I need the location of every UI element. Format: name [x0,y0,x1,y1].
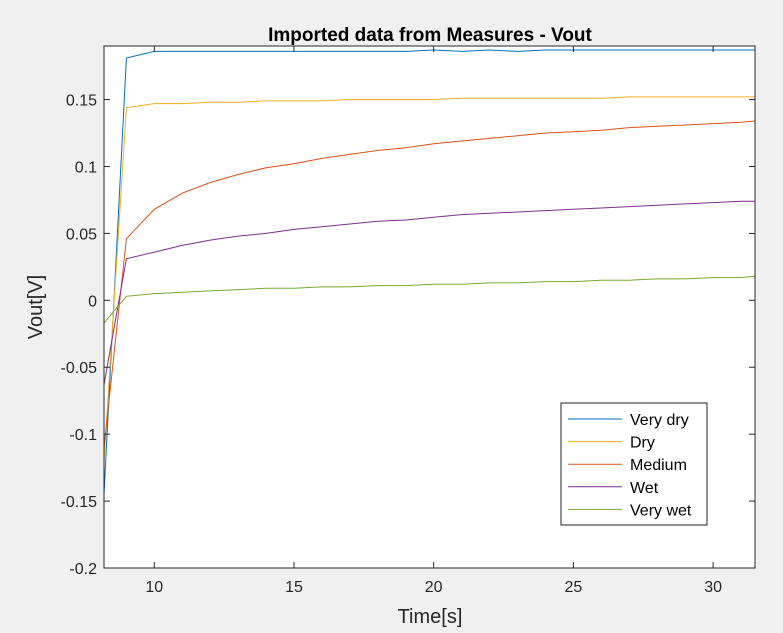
x-tick-label: 30 [704,579,722,596]
series-line-wet [103,200,755,385]
legend-label-very-dry: Very dry [630,412,689,429]
series-line-medium [103,120,756,448]
legend-label-very-wet: Very wet [630,502,692,519]
x-tick-label: 20 [425,579,443,596]
axis-ticks: 10 15 20 25 30 -0.2 -0.15 -0.1 -0.05 0 0.05 0.1 0.15 [61,46,755,596]
series-line-very-wet [103,275,756,324]
y-axis-label: Vout[V] [25,275,47,340]
legend-label-dry: Dry [630,435,655,452]
y-tick-label: 0.15 [66,93,97,110]
y-tick-label: -0.15 [61,494,98,511]
x-tick-label: 10 [145,579,163,596]
legend-label-medium: Medium [630,457,687,474]
legend-label-wet: Wet [630,480,659,497]
y-tick-label: -0.05 [61,360,98,377]
chart-title: Imported data from Measures - Vout [268,25,592,46]
x-axis-label: Time[s] [398,606,463,628]
x-tick-label: 25 [564,579,582,596]
series-line-dry [103,96,755,461]
legend[interactable]: Very dry Dry Medium Wet Very wet [560,402,708,526]
y-tick-label: 0 [88,293,97,310]
y-tick-label: -0.2 [69,561,97,578]
y-tick-label: -0.1 [69,427,97,444]
x-tick-label: 15 [285,579,303,596]
y-tick-label: 0.1 [75,159,97,176]
y-tick-label: 0.05 [66,226,97,243]
axes-box [103,45,756,569]
